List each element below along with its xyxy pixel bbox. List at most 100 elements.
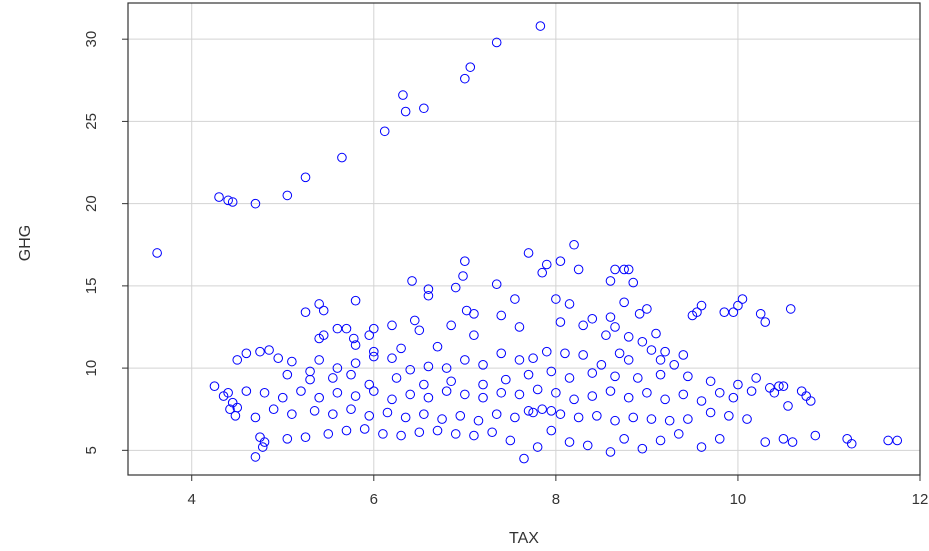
data-point xyxy=(551,387,561,398)
data-point xyxy=(460,389,470,400)
data-point xyxy=(314,355,324,365)
data-point xyxy=(277,392,288,403)
data-point xyxy=(227,197,238,207)
data-point xyxy=(660,394,670,405)
data-point xyxy=(255,346,265,357)
data-point xyxy=(519,453,529,464)
data-point xyxy=(564,437,575,447)
data-point xyxy=(323,429,334,439)
data-point xyxy=(478,360,488,370)
data-point xyxy=(605,447,616,457)
x-axis-title: TAX xyxy=(509,530,539,547)
data-point xyxy=(623,355,634,365)
data-point xyxy=(478,392,488,403)
data-point xyxy=(842,434,852,444)
data-point xyxy=(892,435,903,446)
data-point xyxy=(496,310,507,321)
data-point xyxy=(601,330,611,341)
data-point xyxy=(846,438,857,449)
data-point xyxy=(760,317,771,327)
data-point xyxy=(514,322,525,332)
data-point xyxy=(742,414,752,424)
data-point xyxy=(396,430,406,441)
data-point xyxy=(282,190,293,201)
data-point xyxy=(491,279,502,290)
data-point xyxy=(259,387,270,398)
data-point xyxy=(614,348,625,359)
data-point xyxy=(455,410,466,421)
data-point xyxy=(346,369,356,380)
data-point xyxy=(605,276,616,286)
data-point xyxy=(359,424,370,434)
data-point xyxy=(683,371,693,382)
data-point xyxy=(651,328,661,339)
data-points xyxy=(152,21,903,464)
data-point xyxy=(537,404,548,415)
data-point xyxy=(805,396,816,406)
data-point xyxy=(578,350,588,360)
data-point xyxy=(628,412,639,423)
data-point xyxy=(414,325,425,336)
data-point xyxy=(407,276,417,286)
data-point xyxy=(318,305,329,316)
data-point xyxy=(487,427,497,438)
data-point xyxy=(314,392,324,403)
data-point xyxy=(287,356,297,367)
y-tick-label: 10 xyxy=(83,360,100,377)
data-point xyxy=(465,62,476,72)
data-point xyxy=(696,442,707,452)
data-point xyxy=(423,361,434,372)
data-point xyxy=(309,406,320,416)
data-point xyxy=(619,434,629,444)
data-point xyxy=(328,409,338,419)
data-point xyxy=(596,360,607,370)
data-point xyxy=(669,360,680,370)
data-point xyxy=(437,414,447,424)
data-point xyxy=(555,409,566,419)
data-point xyxy=(461,305,472,316)
data-point xyxy=(537,267,548,278)
data-point xyxy=(250,452,261,462)
data-point xyxy=(560,348,570,359)
data-point xyxy=(255,432,265,442)
data-point xyxy=(387,394,397,405)
y-tick-label: 20 xyxy=(83,195,100,212)
data-point xyxy=(528,353,538,364)
data-point xyxy=(610,322,620,332)
x-tick-label: 6 xyxy=(370,491,378,508)
data-point xyxy=(460,256,470,267)
data-point xyxy=(387,353,397,364)
data-point xyxy=(569,394,579,405)
data-point xyxy=(623,264,634,275)
x-tick-label: 4 xyxy=(188,491,196,508)
data-point xyxy=(382,407,393,418)
data-point xyxy=(250,412,261,423)
data-point xyxy=(510,294,520,304)
data-point xyxy=(555,256,566,267)
data-point xyxy=(587,391,598,401)
data-point xyxy=(687,310,698,321)
data-point xyxy=(350,340,361,350)
data-point xyxy=(523,248,534,258)
data-point xyxy=(510,412,520,423)
data-point xyxy=(678,350,689,360)
data-point xyxy=(209,381,220,391)
data-point xyxy=(796,386,807,396)
data-point xyxy=(282,369,293,380)
data-point xyxy=(810,430,821,441)
data-point xyxy=(268,404,279,415)
data-point xyxy=(573,412,584,423)
x-tick-label: 10 xyxy=(730,491,747,508)
data-point xyxy=(478,379,488,390)
data-point xyxy=(610,264,620,275)
data-point xyxy=(405,389,416,400)
plot-frame xyxy=(127,2,921,476)
x-axis: 4 6 8 10 12 xyxy=(188,475,928,508)
data-point xyxy=(737,294,748,304)
data-point xyxy=(541,259,552,270)
data-point xyxy=(646,345,657,355)
data-point xyxy=(623,392,634,403)
data-point xyxy=(573,264,584,275)
data-point xyxy=(469,430,479,441)
